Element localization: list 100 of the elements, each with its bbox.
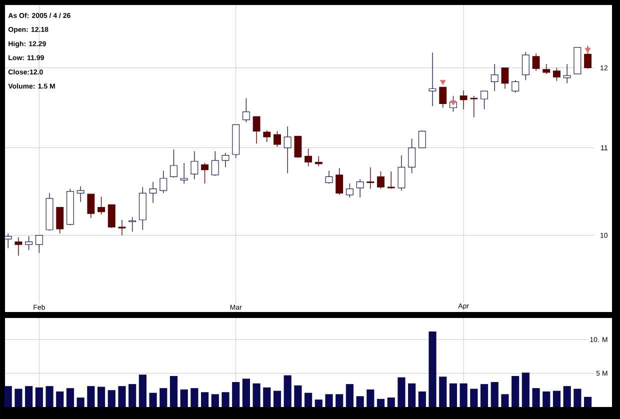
candlestick xyxy=(501,68,509,90)
candlestick xyxy=(263,130,271,142)
bar xyxy=(170,376,178,407)
candlestick xyxy=(160,170,168,194)
bar xyxy=(242,378,250,407)
candlestick xyxy=(346,183,354,198)
bar xyxy=(304,392,312,407)
bar xyxy=(470,388,478,407)
bar xyxy=(532,388,540,407)
candlestick xyxy=(512,80,520,94)
candlestick xyxy=(387,171,395,190)
bar xyxy=(66,388,74,407)
bar xyxy=(428,331,436,407)
candlestick xyxy=(480,90,488,110)
candlestick xyxy=(314,156,322,167)
bar xyxy=(418,391,426,407)
bar xyxy=(376,398,385,407)
bar xyxy=(501,394,509,407)
candlestick xyxy=(252,116,260,144)
candlestick xyxy=(222,152,230,168)
bar xyxy=(160,388,168,407)
bar xyxy=(252,383,260,407)
point xyxy=(584,48,591,54)
bar xyxy=(542,391,550,407)
bar xyxy=(387,398,395,407)
bar xyxy=(200,392,209,407)
bar xyxy=(480,384,488,407)
bar xyxy=(512,376,520,407)
bar xyxy=(563,386,571,407)
bar xyxy=(4,386,12,407)
bar xyxy=(149,392,157,407)
candlestick xyxy=(149,181,157,204)
bar xyxy=(25,386,33,407)
candlestick xyxy=(108,204,116,228)
candlestick xyxy=(418,130,426,148)
candlestick xyxy=(532,53,540,72)
bar xyxy=(325,394,333,407)
bar xyxy=(56,391,64,407)
candlestick xyxy=(35,234,43,254)
candlestick xyxy=(325,170,333,184)
candlestick xyxy=(542,64,550,74)
bar xyxy=(294,385,302,407)
bar xyxy=(97,386,106,407)
point xyxy=(450,100,456,106)
bar xyxy=(263,387,271,407)
bar xyxy=(398,377,406,407)
bar xyxy=(584,396,592,407)
bar xyxy=(460,383,468,407)
candlestick xyxy=(398,154,406,191)
candlestick xyxy=(563,64,571,84)
bar xyxy=(439,376,447,407)
candlestick xyxy=(128,216,136,232)
bar xyxy=(574,388,582,407)
bar xyxy=(108,390,116,407)
bar xyxy=(366,389,374,407)
bar xyxy=(490,382,498,407)
bar xyxy=(408,383,416,407)
candlestick xyxy=(490,64,498,92)
candlestick xyxy=(170,149,178,178)
candlestick xyxy=(76,186,84,202)
point xyxy=(440,80,446,86)
candlestick xyxy=(274,130,281,148)
bar xyxy=(336,394,344,407)
candlestick xyxy=(408,138,416,174)
candlestick xyxy=(377,171,384,190)
bar xyxy=(449,383,458,407)
candlestick xyxy=(366,166,374,190)
candlestick xyxy=(56,206,64,234)
candlestick xyxy=(190,150,198,180)
candlestick xyxy=(439,86,447,108)
bar xyxy=(232,382,240,407)
candlestick xyxy=(180,162,188,184)
candlestick xyxy=(284,126,292,174)
candlestick xyxy=(304,148,312,167)
bar xyxy=(35,387,43,407)
bar xyxy=(314,400,322,407)
bar xyxy=(87,386,95,407)
candlestick xyxy=(98,196,105,215)
bar xyxy=(118,386,126,407)
candlestick xyxy=(428,52,436,106)
bar xyxy=(284,375,292,407)
bar xyxy=(222,392,230,407)
bar xyxy=(128,384,136,407)
bar xyxy=(138,374,146,407)
candlestick xyxy=(87,194,95,218)
candlestick xyxy=(460,90,468,110)
bar xyxy=(180,389,188,407)
candlestick xyxy=(201,162,209,184)
candlestick xyxy=(470,95,478,118)
candlestick xyxy=(522,52,530,81)
bar xyxy=(76,398,84,407)
bar xyxy=(14,388,22,407)
bar xyxy=(552,390,561,407)
bar xyxy=(211,394,219,407)
bar xyxy=(46,386,54,407)
candlestick xyxy=(294,136,302,158)
candlestick xyxy=(242,98,250,123)
candlestick xyxy=(553,68,560,82)
candlestick xyxy=(14,236,22,256)
candlestick xyxy=(25,236,33,251)
